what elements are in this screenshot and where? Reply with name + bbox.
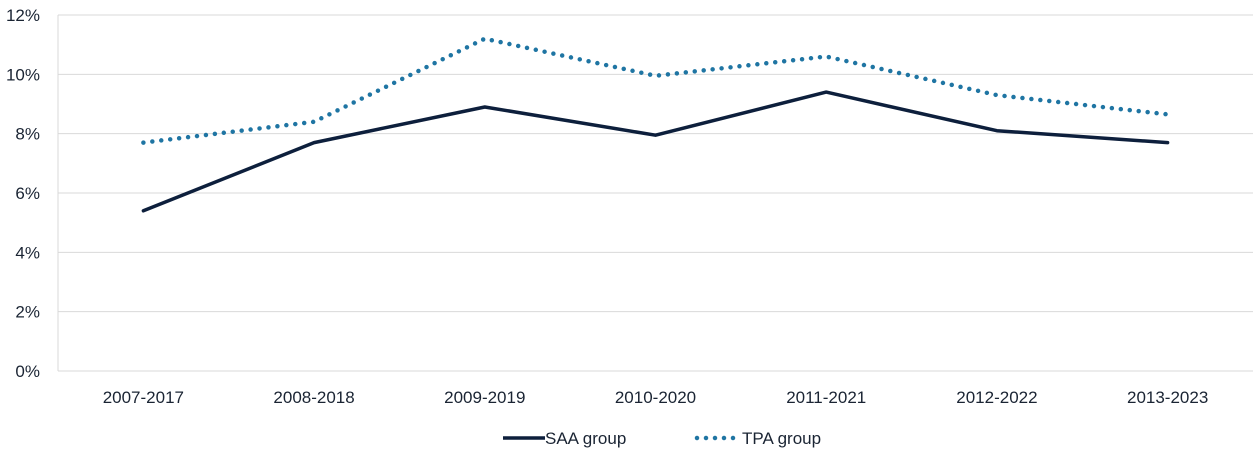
series-line-saa-group [141, 90, 1170, 213]
y-tick-label: 8% [15, 125, 40, 144]
y-tick-label: 4% [15, 243, 40, 262]
x-tick-label: 2012-2022 [956, 388, 1037, 407]
legend-label: TPA group [742, 429, 821, 448]
x-tick-label: 2009-2019 [444, 388, 525, 407]
x-tick-label: 2011-2021 [786, 388, 866, 407]
x-tick-label: 2013-2023 [1127, 388, 1208, 407]
y-tick-label: 2% [15, 303, 40, 322]
y-tick-label: 12% [6, 6, 40, 25]
y-axis-ticks: 0% 2% 4% 6% 8% 10% 12% [6, 6, 40, 381]
y-tick-label: 10% [6, 65, 40, 84]
y-tick-label: 0% [15, 362, 40, 381]
x-tick-label: 2007-2017 [103, 388, 184, 407]
series-line-tpa-group [141, 36, 1170, 145]
series [141, 36, 1170, 213]
x-tick-label: 2010-2020 [615, 388, 696, 407]
x-axis-ticks: 2007-2017 2008-2018 2009-2019 2010-2020 2011… [103, 388, 1209, 407]
y-tick-label: 6% [15, 184, 40, 203]
grid [57, 14, 1253, 372]
legend-label: SAA group [545, 429, 626, 448]
legend: SAA group TPA group [503, 429, 821, 448]
x-tick-label: 2008-2018 [273, 388, 354, 407]
